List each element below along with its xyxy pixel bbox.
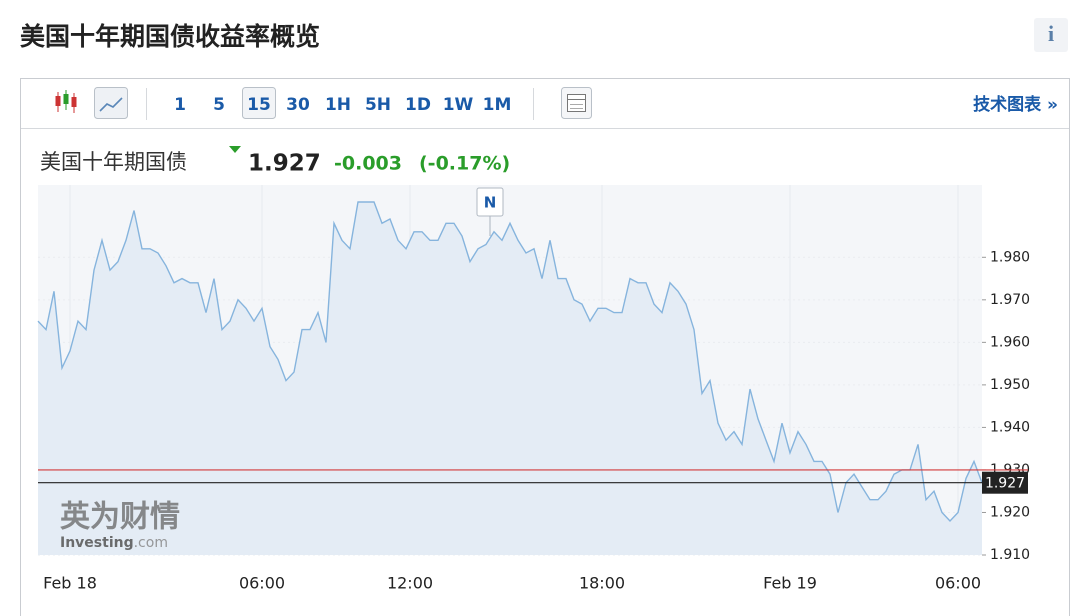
x-tick-label: Feb 19 — [763, 574, 817, 593]
interval-button[interactable]: 1D — [405, 95, 431, 115]
line-chart-icon — [99, 97, 123, 112]
page-title: 美国十年期国债收益率概览 — [20, 22, 320, 51]
plot: Feb 18 06:00 12:00 18:00 Feb 19 06:00 1.910 1.9… — [37, 185, 1030, 593]
watermark-domain: .com — [134, 535, 168, 551]
y-tick-label: 1.960 — [990, 334, 1030, 350]
watermark-brand: Investing.com — [60, 535, 168, 551]
last-price-label: 1.927 — [985, 476, 1025, 492]
interval-button[interactable]: 1H — [325, 95, 351, 115]
interval-button[interactable]: 1M — [483, 95, 512, 115]
y-tick-label: 1.980 — [990, 249, 1030, 265]
quote-change: -0.003 — [334, 153, 402, 175]
table-icon — [567, 94, 586, 112]
info-icon[interactable]: i — [1048, 21, 1054, 46]
y-tick-label: 1.970 — [990, 292, 1030, 308]
candle-body — [55, 96, 61, 106]
line-chart-button[interactable] — [94, 87, 128, 119]
interval-button[interactable]: 5 — [213, 95, 225, 115]
interval-button[interactable]: 5H — [365, 95, 391, 115]
last-price-box — [982, 471, 1028, 494]
interval-button[interactable]: 30 — [286, 95, 310, 115]
y-tick-label: 1.920 — [990, 504, 1030, 520]
quote-name: 美国十年期国债 — [40, 150, 187, 174]
candle-body — [71, 97, 77, 107]
area-fill — [38, 202, 982, 555]
candle-body — [63, 94, 69, 104]
interval-button[interactable]: 15 — [247, 95, 271, 115]
watermark-brand-name: Investing — [60, 535, 134, 551]
interval-button[interactable]: 1W — [443, 95, 474, 115]
interval-buttons: 1 5 15 30 1H 5H 1D 1W 1M — [174, 87, 512, 119]
interval-button[interactable]: 1 — [174, 95, 186, 115]
x-tick-label: 12:00 — [387, 574, 433, 593]
news-marker[interactable] — [476, 187, 504, 217]
x-tick-label: 06:00 — [935, 574, 981, 593]
price-line — [37, 201, 983, 523]
x-tick-label: 18:00 — [579, 574, 625, 593]
y-tick-label: 1.910 — [990, 547, 1030, 563]
change-arrow — [229, 146, 241, 153]
x-tick-label: 06:00 — [239, 574, 285, 593]
quote-price: 1.927 — [248, 151, 321, 177]
x-tick-label: Feb 18 — [43, 574, 97, 593]
quote-change-pct: (-0.17%) — [419, 153, 510, 175]
technical-chart-link[interactable]: 技术图表 » — [973, 94, 1058, 115]
info-button[interactable] — [1034, 18, 1068, 52]
y-tick-label: 1.940 — [990, 419, 1030, 435]
watermark-cn: 英为财情 — [60, 500, 180, 535]
y-tick-label: 1.950 — [990, 377, 1030, 393]
candle-icon[interactable] — [55, 90, 77, 113]
interval-selected — [242, 87, 276, 119]
news-marker-label[interactable]: N — [484, 194, 497, 212]
